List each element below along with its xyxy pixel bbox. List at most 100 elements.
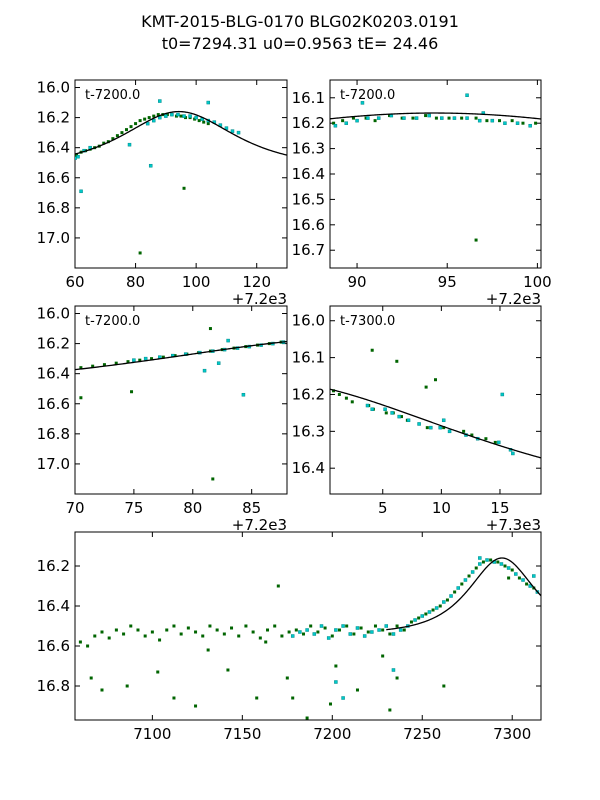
data-point-cyan: [341, 624, 345, 628]
x-tick-label: 7100: [133, 725, 171, 743]
panel-top-right: 90 95 100 16.1 16.2 16.3 16.4 16.5 16.6 16.7 t-720…: [292, 79, 552, 308]
data-point-cyan: [470, 570, 475, 574]
x-tick-label: 7300: [493, 725, 531, 743]
data-point-cyan: [151, 118, 156, 123]
data-layer: [75, 99, 287, 255]
data-point-dark: [194, 630, 198, 634]
panel-middle-right: 5 10 15 16.0 16.1 16.2 16.3 16.4 t-7300.0 +7.3e3: [292, 305, 542, 534]
y-tick-label: 16.2: [37, 335, 70, 353]
data-point-cyan: [341, 696, 345, 700]
data-point-cyan: [334, 680, 338, 684]
data-point-dark: [462, 429, 466, 433]
data-point-dark: [510, 568, 514, 572]
model-curve: [75, 340, 287, 371]
data-point-dark: [215, 628, 219, 632]
data-point-cyan: [532, 574, 536, 578]
data-point-dark: [208, 624, 212, 628]
data-point-cyan: [305, 628, 309, 632]
data-point-dark: [411, 116, 415, 120]
data-point-dark: [93, 634, 97, 638]
data-point-cyan: [398, 628, 403, 632]
data-point-dark: [332, 389, 336, 393]
data-point-dark: [305, 716, 309, 720]
data-point-dark: [345, 624, 349, 628]
data-point-cyan: [202, 368, 207, 373]
data-point-dark: [337, 628, 341, 632]
data-point-dark: [237, 634, 241, 638]
x-tick-label: 100: [523, 273, 552, 291]
data-point-cyan: [366, 116, 370, 120]
data-point-dark: [226, 668, 230, 672]
x-tick-label: 100: [182, 273, 211, 291]
data-point-cyan: [497, 440, 501, 445]
data-point-dark: [388, 114, 392, 118]
plot-frame: [329, 305, 542, 495]
plot-frame: [74, 531, 542, 721]
data-point-dark: [136, 628, 140, 632]
data-point-cyan: [132, 358, 136, 362]
data-point-dark: [425, 426, 429, 430]
data-point-dark: [384, 411, 388, 415]
x-tick-label: 75: [124, 499, 143, 517]
data-point-dark: [434, 378, 437, 382]
data-point-dark: [438, 604, 442, 608]
data-point-cyan: [413, 618, 417, 622]
data-point-cyan: [391, 668, 396, 672]
panel-annotation: t-7200.0: [340, 88, 395, 103]
x-tick-label: 10: [432, 499, 451, 517]
data-point-dark: [323, 626, 327, 630]
data-point-dark: [453, 590, 457, 594]
data-point-dark: [202, 120, 206, 124]
data-point-cyan: [334, 628, 338, 632]
data-point-cyan: [485, 558, 489, 562]
data-point-cyan: [326, 636, 331, 640]
data-point-dark: [334, 664, 338, 668]
data-point-dark: [381, 654, 385, 658]
data-point-dark: [351, 116, 355, 120]
data-point-dark: [211, 477, 215, 481]
data-point-dark: [115, 134, 119, 138]
data-point-dark: [125, 684, 129, 688]
panel-middle-left: 70 75 80 85 16.0 16.2 16.4 16.6 16.8 17.0 t-7200.0…: [37, 305, 288, 534]
x-offset-label: +7.2e3: [232, 516, 287, 534]
data-point-dark: [316, 630, 320, 634]
data-point-dark: [350, 400, 354, 404]
data-point-dark: [330, 634, 334, 638]
data-point-dark: [359, 626, 363, 630]
x-tick-label: 60: [65, 273, 84, 291]
data-point-dark: [100, 630, 104, 634]
data-point-cyan: [463, 578, 468, 582]
data-point-cyan: [333, 123, 338, 128]
data-point-cyan: [188, 114, 192, 118]
y-tick-label: 16.3: [292, 140, 325, 158]
data-point-dark: [445, 598, 449, 602]
data-point-cyan: [427, 113, 431, 118]
data-point-dark: [126, 360, 130, 364]
data-point-dark: [309, 624, 313, 628]
data-point-dark: [364, 116, 368, 120]
figure-title-line-2: t0=7294.31 u0=0.9563 tE= 24.46: [161, 34, 439, 53]
data-point-dark: [291, 696, 295, 700]
data-point-dark: [255, 696, 259, 700]
data-point-dark: [79, 396, 83, 400]
y-tick-label: 16.4: [37, 139, 70, 157]
data-point-dark: [208, 327, 212, 331]
y-tick-label: 16.4: [37, 597, 70, 615]
data-point-dark: [395, 676, 399, 680]
data-point-cyan: [511, 451, 515, 456]
data-point-cyan: [176, 112, 180, 117]
x-tick-label: 85: [242, 499, 261, 517]
data-point-dark: [156, 670, 160, 674]
data-point-cyan: [143, 356, 148, 361]
data-point-dark: [122, 632, 126, 636]
data-point-cyan: [503, 121, 507, 125]
data-point-dark: [402, 628, 406, 632]
x-tick-label: 70: [65, 499, 84, 517]
data-point-cyan: [377, 628, 381, 632]
data-point-dark: [424, 114, 428, 118]
data-point-dark: [510, 119, 514, 123]
y-tick-label: 16.4: [37, 365, 70, 383]
data-point-dark: [507, 576, 511, 580]
data-point-cyan: [376, 116, 381, 120]
data-point-dark: [460, 582, 464, 586]
